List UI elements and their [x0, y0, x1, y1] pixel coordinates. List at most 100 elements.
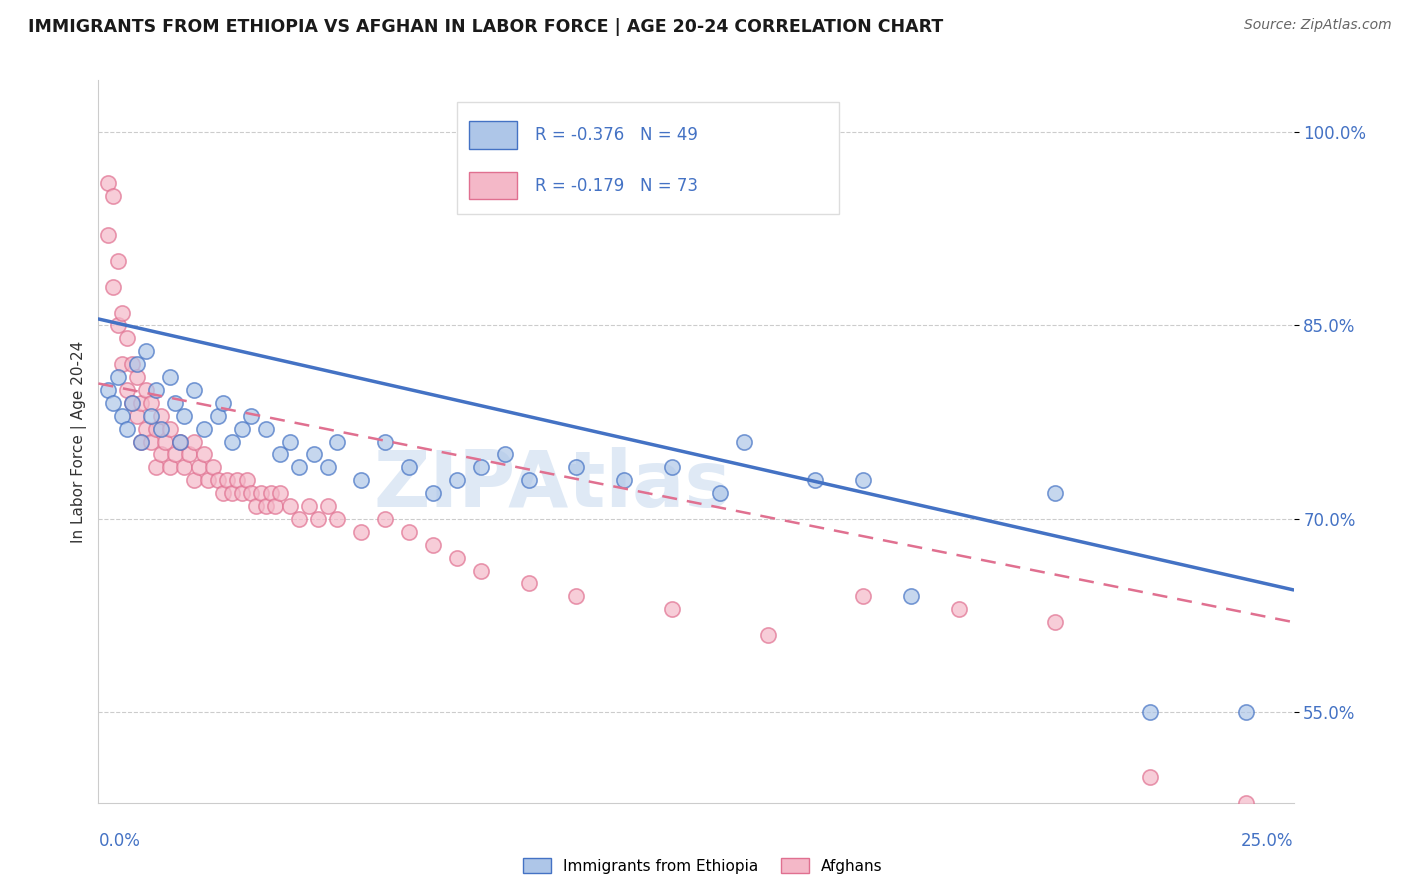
Point — [278, 434, 301, 449]
Point — [149, 422, 172, 436]
Point — [661, 460, 683, 475]
Point — [97, 383, 120, 397]
Point — [231, 486, 253, 500]
Point — [250, 486, 273, 500]
Point — [159, 460, 181, 475]
Point — [254, 422, 277, 436]
Point — [101, 396, 124, 410]
Point — [159, 422, 181, 436]
Point — [155, 434, 177, 449]
Text: Source: ZipAtlas.com: Source: ZipAtlas.com — [1244, 18, 1392, 32]
Point — [149, 409, 172, 423]
Point — [517, 473, 540, 487]
Point — [149, 447, 172, 461]
Point — [169, 434, 191, 449]
Point — [307, 512, 329, 526]
Point — [240, 486, 263, 500]
Point — [183, 473, 205, 487]
Text: IMMIGRANTS FROM ETHIOPIA VS AFGHAN IN LABOR FORCE | AGE 20-24 CORRELATION CHART: IMMIGRANTS FROM ETHIOPIA VS AFGHAN IN LA… — [28, 18, 943, 36]
Point — [179, 447, 201, 461]
Point — [121, 357, 143, 371]
Text: 0.0%: 0.0% — [98, 831, 141, 850]
Point — [145, 383, 167, 397]
Point — [240, 409, 263, 423]
Point — [302, 447, 325, 461]
Point — [350, 524, 373, 539]
Point — [115, 331, 138, 345]
Point — [446, 473, 468, 487]
Point — [173, 409, 195, 423]
Point — [1043, 615, 1066, 630]
Point — [613, 473, 636, 487]
Point — [221, 486, 243, 500]
Point — [1043, 486, 1066, 500]
Point — [269, 486, 291, 500]
Text: R = -0.179   N = 73: R = -0.179 N = 73 — [534, 177, 697, 194]
Point — [1234, 706, 1257, 720]
Point — [97, 228, 120, 243]
Point — [187, 460, 209, 475]
Point — [470, 460, 492, 475]
Point — [350, 473, 373, 487]
Point — [326, 434, 349, 449]
Point — [254, 499, 277, 513]
Point — [211, 486, 233, 500]
Point — [211, 396, 233, 410]
Point — [221, 434, 243, 449]
Point — [326, 512, 349, 526]
Bar — [470, 172, 517, 200]
Point — [948, 602, 970, 616]
Point — [804, 473, 827, 487]
Point — [135, 383, 157, 397]
Point — [207, 409, 229, 423]
Point — [125, 409, 148, 423]
Y-axis label: In Labor Force | Age 20-24: In Labor Force | Age 20-24 — [72, 341, 87, 542]
Text: ZIPAtlas: ZIPAtlas — [374, 447, 731, 523]
Point — [131, 434, 153, 449]
Point — [125, 357, 148, 371]
Point — [494, 447, 516, 461]
Point — [422, 486, 444, 500]
Point — [193, 422, 215, 436]
Point — [111, 357, 134, 371]
Point — [101, 189, 124, 203]
Point — [231, 422, 253, 436]
Point — [264, 499, 287, 513]
Point — [197, 473, 219, 487]
Point — [125, 370, 148, 384]
Point — [217, 473, 239, 487]
Point — [288, 460, 311, 475]
Text: 25.0%: 25.0% — [1241, 831, 1294, 850]
Point — [145, 422, 167, 436]
Point — [139, 396, 162, 410]
Point — [398, 460, 420, 475]
Point — [374, 512, 396, 526]
Point — [565, 460, 588, 475]
Point — [107, 253, 129, 268]
Point — [226, 473, 249, 487]
Point — [470, 564, 492, 578]
Point — [145, 460, 167, 475]
Point — [115, 422, 138, 436]
Point — [107, 318, 129, 333]
Point — [207, 473, 229, 487]
FancyBboxPatch shape — [457, 102, 839, 214]
Point — [398, 524, 420, 539]
Point — [97, 177, 120, 191]
Point — [1330, 808, 1353, 822]
Point — [298, 499, 321, 513]
Point — [107, 370, 129, 384]
Point — [121, 396, 143, 410]
Point — [111, 409, 134, 423]
Point — [278, 499, 301, 513]
Point — [756, 628, 779, 642]
Point — [900, 590, 922, 604]
Point — [101, 279, 124, 293]
Point — [193, 447, 215, 461]
Bar — [470, 121, 517, 149]
Point — [139, 409, 162, 423]
Point — [852, 473, 875, 487]
Point — [422, 538, 444, 552]
Point — [183, 383, 205, 397]
Point — [131, 396, 153, 410]
